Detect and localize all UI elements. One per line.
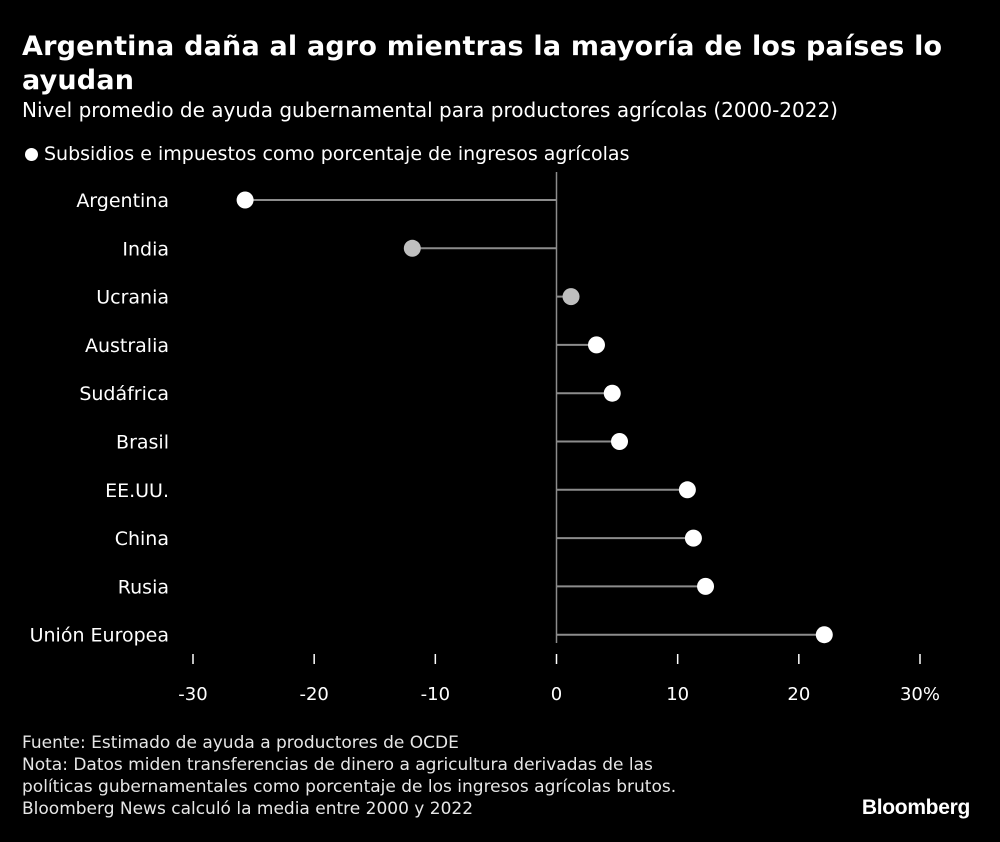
category-label-0: Argentina: [76, 190, 169, 212]
data-point-0: [236, 191, 254, 209]
category-label-9: Unión Europea: [30, 625, 169, 647]
bloomberg-logo: Bloomberg: [861, 796, 970, 819]
data-point-3: [587, 336, 605, 354]
data-point-5: [611, 433, 629, 450]
x-tick-label-1: -20: [299, 684, 328, 705]
footer: Fuente: Estimado de ayuda a productores …: [22, 732, 822, 820]
x-tick-label-0: -30: [178, 684, 207, 705]
x-tick-label-4: 10: [666, 684, 689, 705]
category-label-3: Australia: [85, 335, 169, 357]
x-tick-label-3: 0: [551, 684, 562, 705]
chart-title: Argentina daña al agro mientras la mayor…: [22, 31, 943, 96]
data-point-2: [562, 288, 580, 306]
data-point-4: [603, 384, 621, 402]
note-line-2: políticas gubernamentales como porcentaj…: [22, 777, 677, 797]
source-note: Fuente: Estimado de ayuda a productores …: [22, 733, 459, 753]
category-label-5: Brasil: [116, 432, 169, 454]
x-tick-label-2: -10: [421, 684, 450, 705]
legend-marker: [25, 147, 38, 161]
category-label-7: China: [115, 528, 169, 550]
legend-label: Subsidios e impuestos como porcentaje de…: [44, 143, 630, 165]
category-label-6: EE.UU.: [105, 480, 169, 502]
data-point-7: [684, 529, 702, 547]
data-point-9: [815, 626, 833, 644]
x-tick-label-6: 30%: [900, 684, 940, 705]
category-label-2: Ucrania: [96, 287, 169, 309]
category-label-8: Rusia: [118, 576, 169, 598]
x-tick-label-5: 20: [787, 684, 810, 705]
note-line-1: Nota: Datos miden transferencias de dine…: [22, 755, 653, 775]
legend: Subsidios e impuestos como porcentaje de…: [22, 143, 629, 165]
data-point-8: [697, 577, 715, 595]
category-label-1: India: [122, 238, 169, 260]
category-label-4: Sudáfrica: [79, 383, 169, 405]
data-point-6: [678, 481, 696, 499]
data-point-1: [403, 239, 421, 257]
note-line-3: Bloomberg News calculó la media entre 20…: [22, 799, 474, 819]
chart-subtitle: Nivel promedio de ayuda gubernamental pa…: [22, 98, 838, 122]
